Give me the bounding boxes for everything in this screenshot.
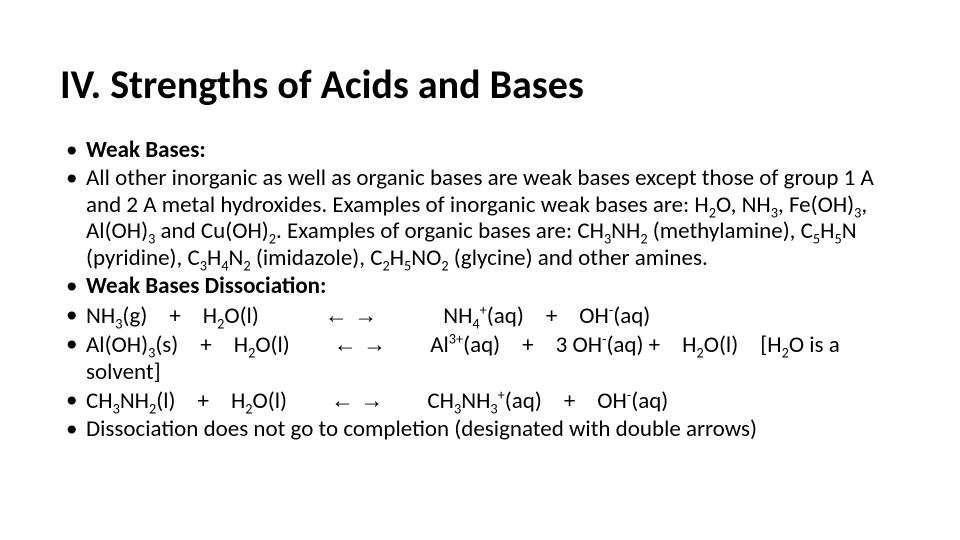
bullet-weak-bases-description: All other inorganic as well as organic b…	[60, 165, 900, 271]
bullet-equation-aloh3: Al(OH)3(s)+H2O(l)← →Al3+(aq)+3 OH-(aq) +…	[60, 331, 900, 385]
bullet-dissociation-heading: Weak Bases Dissociation:	[60, 273, 900, 299]
slide-title: IV. Strengths of Acids and Bases	[60, 60, 900, 109]
equation-text: NH3(g)+H2O(l)← →NH4+(aq)+OH-(aq)	[86, 302, 650, 330]
bullet-weak-bases-heading: Weak Bases:	[60, 137, 900, 163]
slide: IV. Strengths of Acids and Bases Weak Ba…	[0, 0, 960, 540]
equation-text: CH3NH2(l)+H2O(l)← →CH3NH3+(aq)+OH-(aq)	[86, 387, 668, 415]
paragraph-text: All other inorganic as well as organic b…	[86, 164, 874, 271]
heading-text: Weak Bases Dissociation:	[86, 272, 326, 300]
heading-text: Weak Bases:	[86, 136, 206, 164]
paragraph-text: Dissociation does not go to completion (…	[86, 415, 757, 443]
bullet-equation-nh3: NH3(g)+H2O(l)← →NH4+(aq)+OH-(aq)	[60, 302, 900, 329]
equation-text: Al(OH)3(s)+H2O(l)← →Al3+(aq)+3 OH-(aq) +…	[86, 331, 840, 385]
bullet-equation-ch3nh2: CH3NH2(l)+H2O(l)← →CH3NH3+(aq)+OH-(aq)	[60, 387, 900, 414]
bullet-list: Weak Bases: All other inorganic as well …	[60, 137, 900, 443]
bullet-completion-note: Dissociation does not go to completion (…	[60, 416, 900, 442]
